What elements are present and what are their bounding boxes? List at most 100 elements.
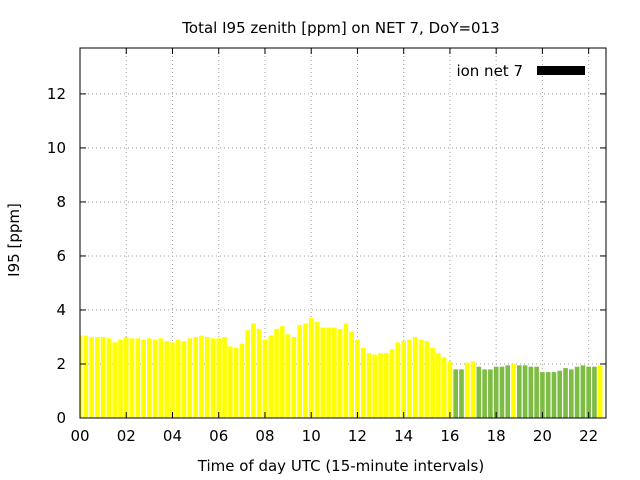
bar — [459, 369, 464, 418]
bar — [314, 322, 320, 418]
x-tick-label: 16 — [440, 427, 459, 445]
x-tick-label: 22 — [579, 427, 598, 445]
bar — [147, 338, 152, 418]
bar — [308, 318, 314, 418]
bar — [551, 372, 557, 418]
bar — [372, 354, 378, 418]
bar — [366, 353, 372, 418]
bar — [505, 365, 511, 418]
bar — [193, 336, 198, 418]
bar — [320, 327, 326, 418]
bar — [227, 346, 233, 418]
bar — [534, 366, 539, 418]
bar — [384, 353, 389, 418]
bar — [343, 323, 349, 418]
plot-frame — [79, 47, 607, 419]
bar — [233, 347, 239, 418]
bar — [586, 366, 591, 418]
legend-swatch — [537, 66, 585, 75]
bar — [164, 341, 170, 418]
bar — [453, 369, 459, 418]
y-tick-label: 12 — [47, 85, 66, 103]
bar — [580, 365, 586, 418]
bar — [447, 361, 453, 418]
bar — [239, 343, 245, 418]
y-tick-labels: 0 2 4 6 8 10 12 — [47, 85, 66, 427]
bar — [303, 323, 308, 418]
bar — [279, 326, 285, 418]
bar — [141, 339, 146, 418]
bar — [516, 365, 522, 418]
bar — [337, 328, 343, 418]
legend-label: ion net 7 — [456, 62, 523, 80]
tick-marks — [79, 48, 606, 419]
bar — [574, 366, 580, 418]
x-tick-label: 02 — [117, 427, 136, 445]
x-tick-label: 00 — [70, 427, 89, 445]
bar — [493, 366, 499, 418]
bar — [118, 339, 123, 418]
bar — [129, 338, 135, 418]
bar — [123, 336, 129, 418]
bar — [95, 336, 100, 418]
y-tick-label: 6 — [56, 247, 66, 265]
bar — [522, 365, 528, 418]
bar — [251, 323, 256, 418]
bar — [274, 328, 279, 418]
bar — [482, 369, 487, 418]
bar — [170, 342, 175, 418]
bar-series — [80, 318, 603, 418]
bar — [470, 361, 476, 418]
bar — [528, 366, 534, 418]
bar — [268, 335, 274, 418]
x-tick-label: 20 — [533, 427, 552, 445]
bar — [424, 341, 430, 418]
x-tick-label: 04 — [163, 427, 182, 445]
bar — [89, 336, 94, 418]
bar — [83, 335, 89, 418]
bar — [464, 362, 470, 418]
bar — [418, 339, 424, 418]
bar — [199, 335, 204, 418]
bar — [499, 366, 505, 418]
bar — [158, 338, 164, 418]
x-tick-label: 14 — [394, 427, 413, 445]
chart-title: Total I95 zenith [ppm] on NET 7, DoY=013 — [181, 19, 499, 37]
y-tick-label: 8 — [56, 193, 66, 211]
bar — [476, 366, 482, 418]
bar — [262, 339, 268, 418]
bar — [592, 366, 597, 418]
bar — [222, 336, 227, 418]
bar — [187, 338, 193, 418]
bar — [326, 327, 331, 418]
bar — [100, 336, 106, 418]
bar — [557, 370, 563, 418]
bar — [395, 342, 401, 418]
bar — [210, 338, 216, 418]
bar — [332, 327, 337, 418]
y-tick-label: 4 — [56, 301, 66, 319]
bar — [511, 363, 516, 418]
bar — [441, 357, 447, 418]
bar — [389, 349, 395, 418]
bar — [430, 347, 435, 418]
bar — [285, 334, 291, 418]
bar — [245, 330, 250, 418]
bar — [360, 347, 366, 418]
y-tick-label: 2 — [56, 355, 66, 373]
bar — [297, 324, 302, 418]
legend: ion net 7 — [456, 62, 585, 80]
bar — [152, 339, 158, 418]
bar — [563, 368, 568, 418]
bar — [80, 335, 83, 418]
bar — [106, 338, 112, 418]
bar — [291, 336, 297, 418]
bar — [112, 342, 117, 418]
bar — [349, 331, 354, 418]
bar — [545, 372, 551, 418]
y-tick-label: 0 — [56, 409, 66, 427]
x-tick-label: 08 — [255, 427, 274, 445]
x-tick-label: 12 — [348, 427, 367, 445]
bar — [378, 353, 383, 418]
